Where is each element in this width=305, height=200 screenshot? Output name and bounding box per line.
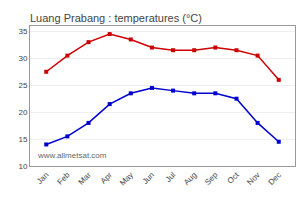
svg-text:Oct: Oct bbox=[226, 170, 242, 186]
svg-text:Feb: Feb bbox=[56, 170, 73, 187]
svg-text:Jan: Jan bbox=[35, 170, 50, 185]
svg-text:20: 20 bbox=[18, 108, 27, 117]
svg-text:30: 30 bbox=[18, 54, 27, 63]
svg-text:May: May bbox=[118, 170, 135, 187]
svg-text:10: 10 bbox=[18, 162, 27, 171]
svg-text:Mar: Mar bbox=[77, 170, 93, 186]
svg-text:Aug: Aug bbox=[182, 170, 198, 186]
svg-text:25: 25 bbox=[18, 81, 27, 90]
svg-text:Nov: Nov bbox=[245, 170, 261, 186]
svg-text:Sep: Sep bbox=[203, 170, 220, 187]
svg-text:Dec: Dec bbox=[267, 170, 283, 186]
svg-text:Jul: Jul bbox=[164, 170, 178, 184]
svg-text:Apr: Apr bbox=[99, 170, 114, 185]
svg-text:35: 35 bbox=[18, 27, 27, 36]
svg-text:Jun: Jun bbox=[141, 170, 156, 185]
svg-text:www.allmetsat.com: www.allmetsat.com bbox=[37, 151, 107, 160]
svg-text:15: 15 bbox=[18, 135, 27, 144]
svg-text:Luang Prabang : temperatures (: Luang Prabang : temperatures (°C) bbox=[30, 12, 202, 24]
